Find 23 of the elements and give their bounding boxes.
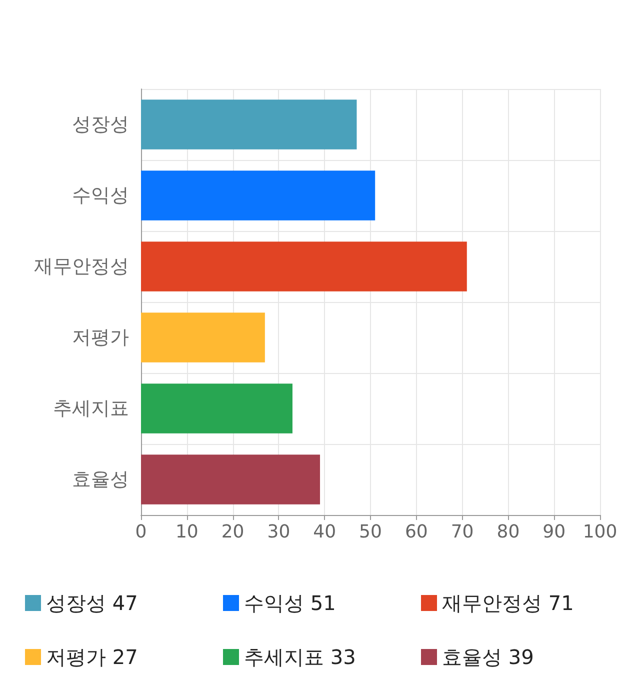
y-tick-label: 수익성	[72, 184, 129, 206]
y-tick-label: 성장성	[72, 114, 129, 136]
legend-label: 저평가 27	[46, 645, 138, 669]
x-tick-label: 30	[267, 522, 290, 542]
x-tick-label: 60	[404, 522, 428, 542]
x-tick-label: 100	[582, 522, 618, 542]
y-tick-label: 효율성	[72, 468, 129, 490]
x-tick-label: 90	[542, 522, 566, 542]
legend-label: 효율성 39	[442, 645, 534, 669]
legend-label: 성장성 47	[46, 591, 138, 615]
legend-label: 추세지표 33	[244, 645, 356, 669]
legend-label: 재무안정성 71	[442, 591, 574, 615]
y-tick-label: 추세지표	[53, 398, 129, 420]
x-tick-label: 20	[221, 522, 244, 542]
x-tick-label: 50	[359, 522, 382, 542]
x-tick-label: 10	[175, 522, 198, 542]
y-tick-label: 저평가	[72, 326, 129, 348]
legend-label: 수익성 51	[244, 591, 336, 615]
x-tick-label: 70	[450, 522, 474, 542]
x-tick-label: 40	[313, 522, 336, 542]
x-tick-label: 0	[135, 522, 147, 542]
x-tick-label: 80	[496, 522, 520, 542]
y-tick-label: 재무안정성	[34, 256, 129, 278]
